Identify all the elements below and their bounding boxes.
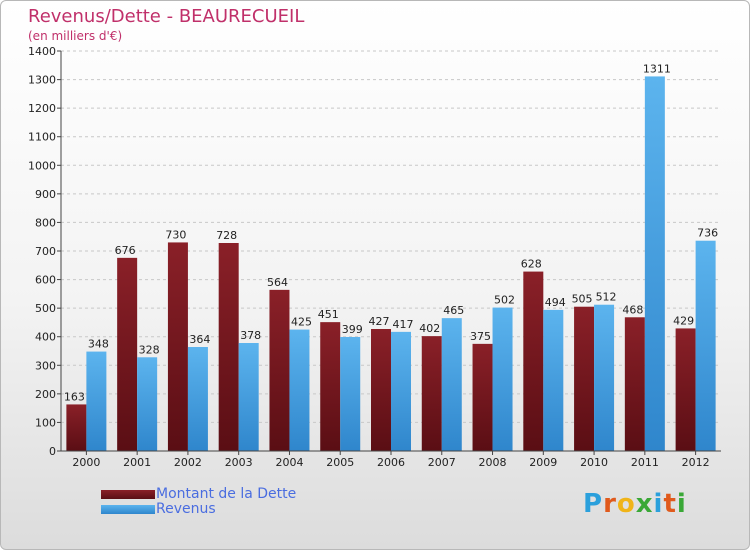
y-tick-label: 100 [35,416,56,429]
value-label-dette: 451 [318,308,339,321]
value-label-revenus: 465 [443,304,464,317]
bar-revenus [695,240,716,451]
bar-dette [523,271,544,451]
chart-title: Revenus/Dette - BEAURECUEIL [28,6,305,27]
bar-dette [66,404,87,451]
value-label-revenus: 494 [545,296,566,309]
bar-revenus [441,318,462,451]
legend-swatch-revenus [101,505,155,514]
value-label-dette: 375 [470,330,491,343]
x-tick-label: 2007 [428,456,456,469]
x-tick-label: 2011 [631,456,659,469]
y-tick-label: 0 [49,445,56,458]
x-tick-label: 2005 [326,456,354,469]
y-tick-label: 200 [35,388,56,401]
value-label-revenus: 348 [88,338,109,351]
bar-revenus [644,76,665,451]
bar-revenus [594,304,615,451]
bar-dette [371,329,391,451]
value-label-dette: 429 [673,314,694,327]
x-tick-label: 2000 [72,456,100,469]
value-label-dette: 402 [419,322,440,335]
x-tick-label: 2008 [479,456,507,469]
x-tick-label: 2002 [174,456,202,469]
value-label-dette: 676 [115,244,136,257]
x-tick-label: 2001 [123,456,151,469]
value-label-revenus: 328 [139,343,160,356]
bar-dette [320,322,341,451]
value-label-dette: 728 [216,229,237,242]
bar-dette [624,317,645,451]
y-tick-label: 400 [35,331,56,344]
value-label-dette: 505 [572,293,593,306]
x-tick-label: 2004 [275,456,303,469]
y-tick-label: 500 [35,302,56,315]
bar-revenus [137,357,158,451]
axes: 0 100 200 300 400 500 600 700 800 900 1000 1100 1200… [28,45,721,469]
x-tick-label: 2010 [580,456,608,469]
value-label-dette: 468 [622,303,643,316]
value-label-revenus: 399 [342,323,363,336]
legend-swatch-dette [101,490,155,499]
value-label-revenus: 502 [494,294,515,307]
value-label-revenus: 378 [240,329,261,342]
bar-revenus [492,307,513,451]
bar-revenus [238,343,259,451]
bar-dette [675,328,696,451]
y-tick-label: 1000 [28,159,56,172]
bar-dette [117,257,138,451]
legend-label-dette: Montant de la Dette [156,486,297,502]
bar-dette [421,336,442,451]
y-tick-label: 900 [35,188,56,201]
proxiti-logo: Proxiti [583,489,687,519]
legend-label-revenus: Revenus [156,501,216,517]
value-label-revenus: 512 [596,291,617,304]
value-label-dette: 427 [369,315,390,328]
value-label-dette: 564 [267,276,288,289]
y-tick-label: 1400 [28,45,56,58]
bar-revenus [340,337,361,451]
bar-revenus [86,351,107,451]
bar-dette [269,289,290,451]
bar-revenus [187,347,208,451]
bar-revenus [391,331,411,451]
value-label-dette: 163 [64,390,85,403]
value-label-revenus: 736 [697,227,718,240]
x-tick-label: 2009 [529,456,557,469]
value-label-dette: 628 [521,258,542,271]
y-tick-label: 1300 [28,74,56,87]
value-label-revenus: 1311 [643,62,671,75]
bar-dette [218,243,239,451]
y-tick-label: 800 [35,216,56,229]
bars [66,76,716,451]
y-tick-label: 1100 [28,131,56,144]
value-label-revenus: 417 [393,318,414,331]
y-tick-label: 700 [35,245,56,258]
y-tick-label: 300 [35,359,56,372]
value-label-revenus: 425 [291,316,312,329]
x-tick-label: 2003 [225,456,253,469]
value-label-dette: 730 [165,228,186,241]
y-tick-label: 1200 [28,102,56,115]
chart-subtitle: (en milliers d'€) [28,29,123,43]
value-label-revenus: 364 [189,333,210,346]
bar-dette [167,242,188,451]
x-tick-label: 2006 [377,456,405,469]
bar-dette [472,343,493,451]
bar-dette [574,306,595,451]
bar-revenus [289,329,310,451]
y-tick-label: 600 [35,274,56,287]
x-tick-label: 2012 [682,456,710,469]
bar-revenus [543,309,564,451]
